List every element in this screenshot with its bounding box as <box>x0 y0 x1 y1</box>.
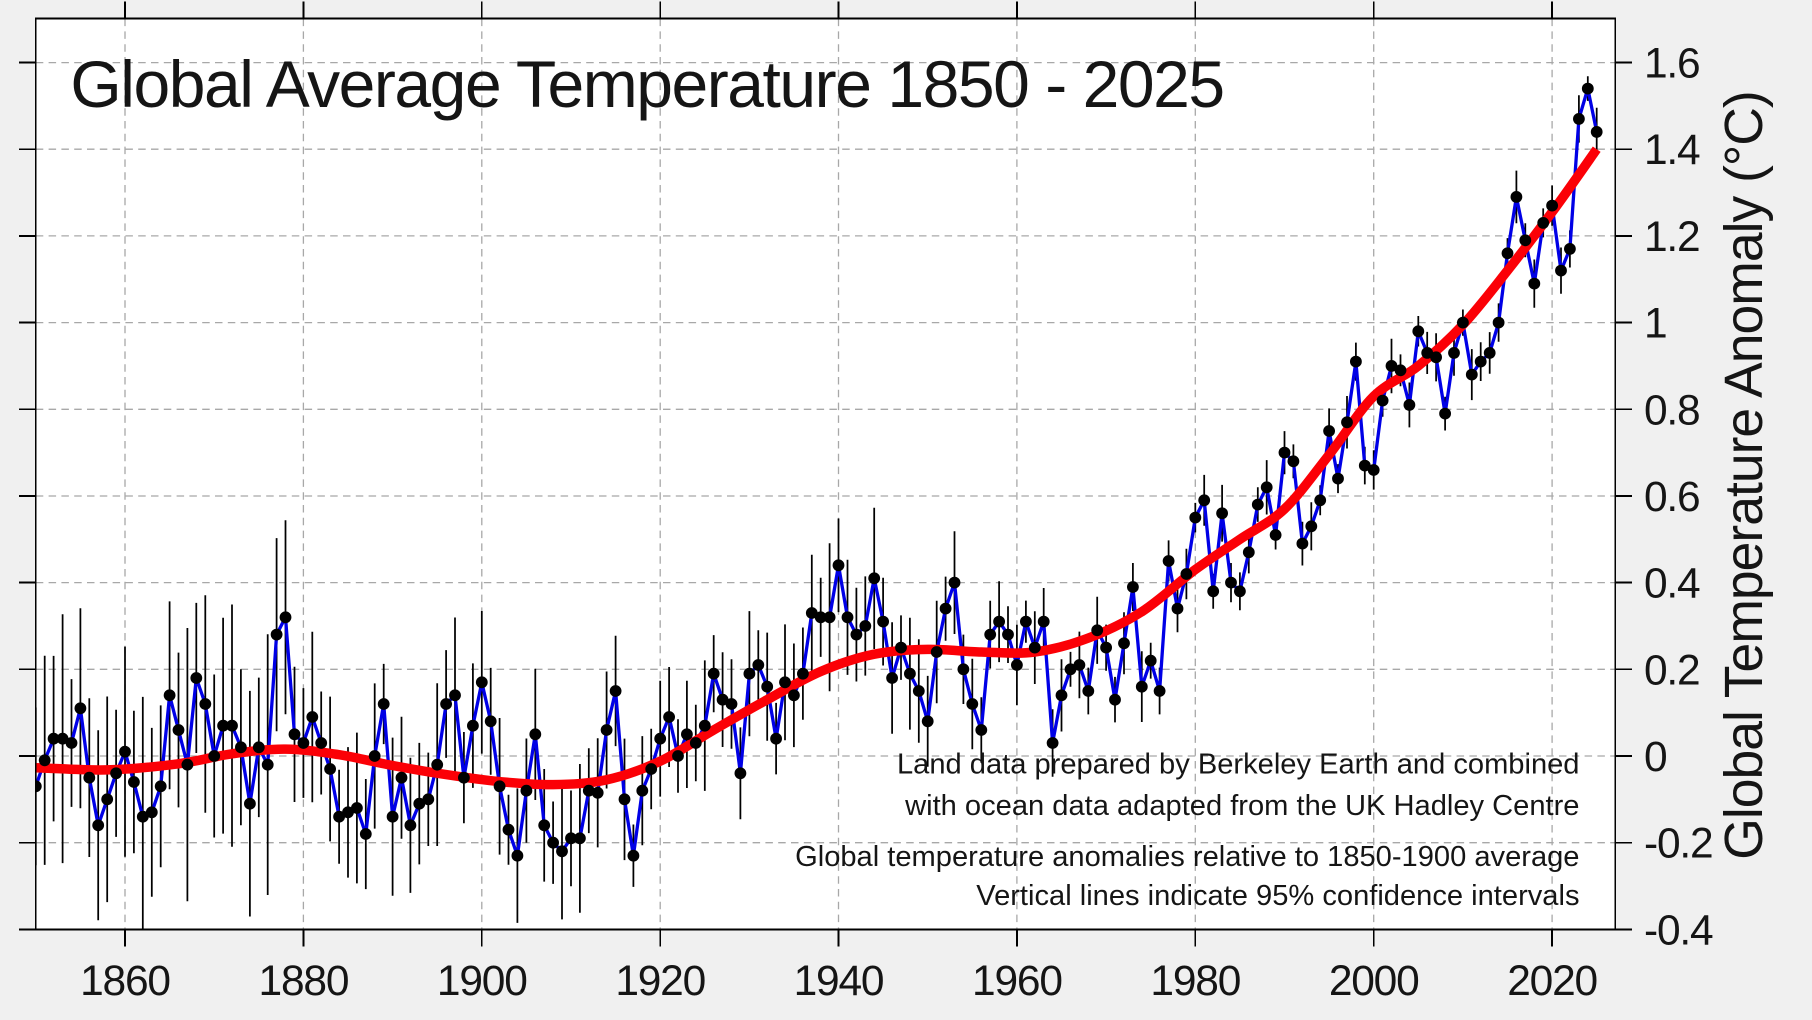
svg-text:1940: 1940 <box>794 958 884 1005</box>
svg-text:Global temperature anomalies r: Global temperature anomalies relative to… <box>795 841 1579 873</box>
svg-text:Land data prepared by Berkeley: Land data prepared by Berkeley Earth and… <box>897 749 1580 781</box>
svg-text:2020: 2020 <box>1507 958 1597 1005</box>
svg-text:1.6: 1.6 <box>1644 41 1699 88</box>
svg-text:2000: 2000 <box>1329 958 1419 1005</box>
svg-text:1.4: 1.4 <box>1644 127 1700 174</box>
svg-text:1900: 1900 <box>437 958 527 1005</box>
svg-text:0: 0 <box>1644 734 1666 781</box>
svg-text:1: 1 <box>1644 301 1666 348</box>
svg-text:1880: 1880 <box>259 958 349 1005</box>
svg-text:1980: 1980 <box>1150 958 1240 1005</box>
svg-text:1960: 1960 <box>972 958 1062 1005</box>
svg-text:Global Average Temperature 185: Global Average Temperature 1850 - 2025 <box>70 47 1223 121</box>
svg-text:1.2: 1.2 <box>1644 214 1699 261</box>
svg-text:1860: 1860 <box>80 958 170 1005</box>
svg-text:0.2: 0.2 <box>1644 647 1699 694</box>
svg-text:with ocean data adapted from t: with ocean data adapted from the UK Hadl… <box>904 790 1579 822</box>
svg-text:1920: 1920 <box>615 958 705 1005</box>
svg-text:0.4: 0.4 <box>1644 561 1700 608</box>
svg-text:Vertical lines indicate 95% co: Vertical lines indicate 95% confidence i… <box>976 880 1579 912</box>
svg-text:0.6: 0.6 <box>1644 474 1699 521</box>
svg-text:-0.4: -0.4 <box>1644 907 1713 954</box>
svg-text:Global Temperature Anomaly (°: Global Temperature Anomaly (°C) <box>1715 91 1774 859</box>
svg-text:0.8: 0.8 <box>1644 387 1699 434</box>
svg-text:-0.2: -0.2 <box>1644 821 1712 868</box>
